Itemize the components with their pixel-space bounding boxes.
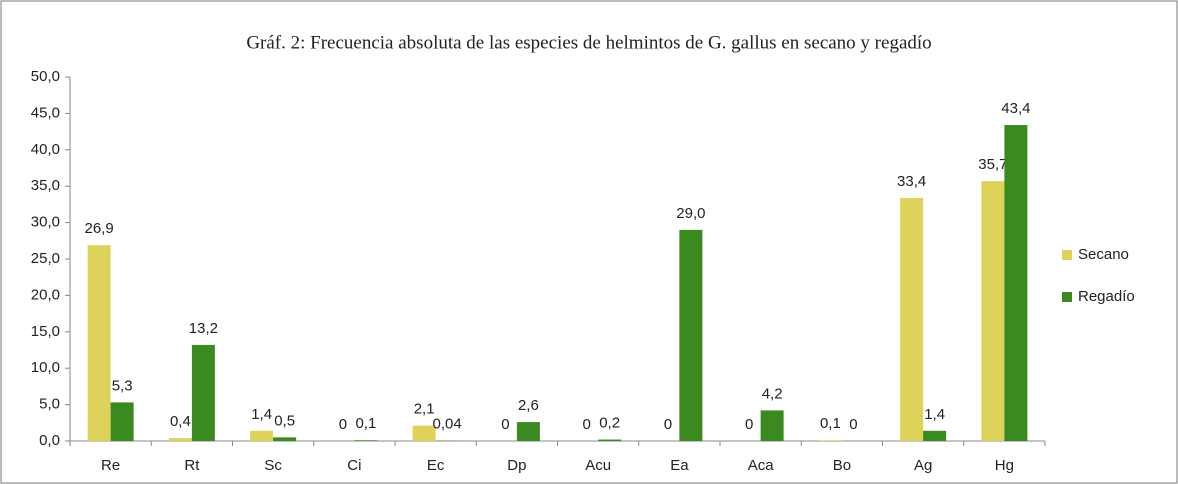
x-tick-label: Aca — [748, 457, 775, 474]
value-label: 35,7 — [978, 156, 1007, 173]
y-tick-label: 25,0 — [31, 250, 60, 267]
value-label: 13,2 — [189, 320, 218, 337]
y-tick-label: 35,0 — [31, 177, 60, 194]
bar — [923, 430, 947, 441]
y-tick-label: 30,0 — [31, 214, 60, 231]
bar — [598, 439, 622, 441]
bar — [191, 344, 215, 441]
value-label: 0,04 — [433, 416, 462, 433]
x-tick-label: Re — [101, 457, 120, 474]
y-tick-label: 40,0 — [31, 141, 60, 158]
y-tick-label: 45,0 — [31, 104, 60, 121]
value-label: 0,5 — [274, 412, 295, 429]
bar — [354, 440, 378, 441]
y-tick-label: 0,0 — [39, 432, 60, 449]
value-label: 29,0 — [676, 205, 705, 222]
x-tick-label: Ec — [427, 457, 445, 474]
y-tick-label: 5,0 — [39, 396, 60, 413]
value-label: 4,2 — [762, 385, 783, 402]
value-label: 0,1 — [820, 415, 841, 432]
value-label: 0,4 — [170, 413, 191, 430]
x-tick-label: Ag — [914, 457, 932, 474]
legend-label: Regadío — [1078, 288, 1135, 305]
legend-label: Secano — [1078, 246, 1129, 263]
bar — [110, 402, 134, 441]
value-label: 43,4 — [1001, 100, 1030, 117]
x-tick-label: Acu — [585, 457, 611, 474]
x-tick-label: Hg — [995, 457, 1014, 474]
bar — [900, 197, 924, 441]
y-tick-label: 10,0 — [31, 359, 60, 376]
chart-title: Gráf. 2: Frecuencia absoluta de las espe… — [246, 32, 931, 53]
bar — [250, 430, 274, 441]
bar — [760, 410, 784, 441]
x-tick-label: Ea — [670, 457, 689, 474]
legend-swatch — [1062, 292, 1072, 302]
x-tick-label: Bo — [833, 457, 851, 474]
bar — [168, 438, 192, 441]
y-tick-label: 20,0 — [31, 286, 60, 303]
bar — [412, 425, 436, 441]
value-label: 26,9 — [85, 220, 114, 237]
x-tick-label: Dp — [507, 457, 526, 474]
value-label: 0 — [745, 416, 753, 433]
x-tick-label: Rt — [184, 457, 200, 474]
value-label: 33,4 — [897, 173, 926, 190]
value-label: 0 — [849, 416, 857, 433]
value-label: 0,2 — [599, 415, 620, 432]
bar — [818, 440, 842, 441]
bar — [981, 181, 1005, 441]
x-tick-label: Ci — [347, 457, 361, 474]
value-label: 5,3 — [112, 377, 133, 394]
x-tick-label: Sc — [264, 457, 282, 474]
value-label: 0 — [501, 416, 509, 433]
value-label: 2,1 — [414, 401, 435, 418]
bar — [87, 245, 111, 441]
legend-swatch — [1062, 250, 1072, 260]
value-label: 0 — [582, 416, 590, 433]
y-tick-label: 15,0 — [31, 323, 60, 340]
value-label: 0 — [664, 416, 672, 433]
value-label: 0 — [339, 416, 347, 433]
value-label: 0,1 — [355, 415, 376, 432]
value-label: 1,4 — [251, 406, 272, 423]
bar — [679, 229, 703, 441]
bar — [273, 437, 297, 441]
bar — [516, 422, 540, 441]
y-tick-label: 50,0 — [31, 68, 60, 85]
value-label: 1,4 — [924, 406, 945, 423]
bar — [1004, 125, 1028, 441]
value-label: 2,6 — [518, 397, 539, 414]
